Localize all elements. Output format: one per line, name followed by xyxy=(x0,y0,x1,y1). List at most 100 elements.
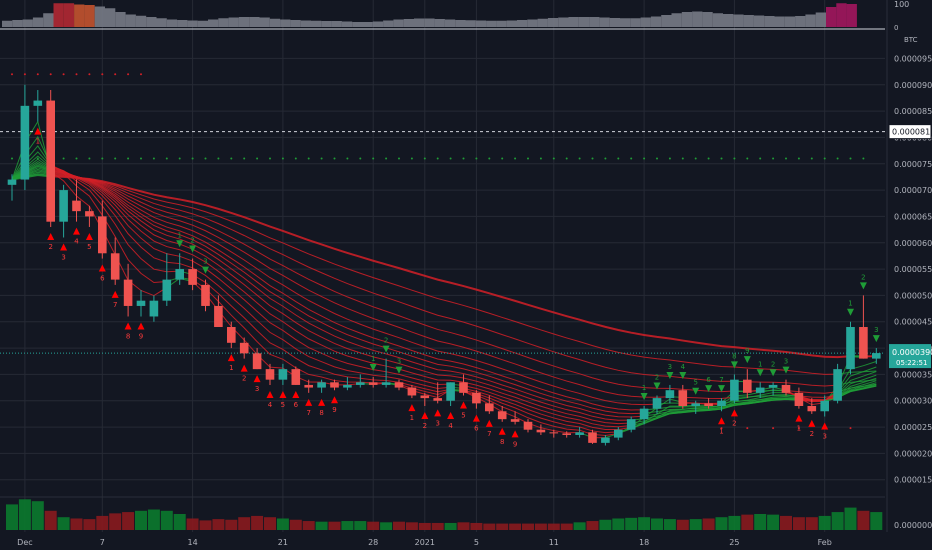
candle-body xyxy=(846,327,855,370)
candle-body xyxy=(588,432,597,443)
ribbon-line xyxy=(50,175,851,359)
indicator-bar xyxy=(599,17,610,27)
candle-body xyxy=(420,395,430,399)
time-tick-label: 11 xyxy=(549,538,559,547)
red-signal-count: 3 xyxy=(435,419,439,427)
green-arrow-down xyxy=(769,369,777,377)
time-axis[interactable]: Dec 7 14 21 28 2021 5 11 18 25 Feb xyxy=(17,538,832,547)
indicator-bar xyxy=(259,17,270,27)
red-arrow-up xyxy=(821,422,829,430)
ribbon-line xyxy=(11,151,52,180)
red-arrow-up xyxy=(124,322,132,330)
indicator-bar xyxy=(640,17,651,27)
indicator-bar xyxy=(238,17,250,27)
candle-body xyxy=(356,382,365,385)
candle-body xyxy=(446,382,455,401)
candle-body xyxy=(291,369,301,385)
red-arrow-up xyxy=(279,390,287,398)
green-arrow-down xyxy=(382,345,390,353)
indicator-bar xyxy=(681,12,693,27)
support-dot xyxy=(604,157,607,160)
ribbon-line xyxy=(463,385,632,428)
candle-body xyxy=(833,369,842,401)
volume-bar xyxy=(625,517,638,530)
price-marker-label: 0.00008110 xyxy=(892,128,932,137)
green-signal-count: 2 xyxy=(771,360,775,368)
price-axis[interactable]: 0.000095000.000090000.000085000.00008000… xyxy=(888,36,932,485)
indicator-bar xyxy=(280,19,291,27)
support-dot xyxy=(449,157,452,160)
support-dot xyxy=(36,157,39,160)
green-signal-count: 1 xyxy=(177,231,181,239)
red-signal-count: 6 xyxy=(474,425,479,433)
ribbon-line xyxy=(50,170,645,415)
volume-bar xyxy=(663,519,676,530)
indicator-bar xyxy=(702,12,713,27)
green-arrow-down xyxy=(653,382,661,390)
red-signal-count: 3 xyxy=(822,433,826,441)
time-tick-label: Dec xyxy=(17,538,32,547)
indicator-bar xyxy=(527,19,538,27)
resistance-dot xyxy=(62,73,65,76)
red-signal-count: 8 xyxy=(126,332,130,340)
green-signal-count: 2 xyxy=(861,273,865,281)
support-dot xyxy=(591,157,594,160)
support-dot xyxy=(810,157,813,160)
candle-body xyxy=(639,408,649,420)
volume-bar xyxy=(702,518,715,530)
support-dot xyxy=(539,157,542,160)
support-dot xyxy=(410,157,413,160)
volume-bar xyxy=(289,519,302,530)
indicator-bar xyxy=(692,11,703,27)
indicator-bar xyxy=(465,20,476,27)
volume-bar xyxy=(173,514,186,530)
red-arrow-up xyxy=(73,227,80,235)
volume-bar xyxy=(186,518,199,530)
volume-bar xyxy=(754,514,767,530)
time-tick-label: 21 xyxy=(278,538,288,547)
green-arrow-down xyxy=(189,245,197,253)
time-tick-label: 2021 xyxy=(415,538,435,547)
volume-bar xyxy=(483,523,496,530)
indicator-bar xyxy=(517,20,528,27)
ribbon-line xyxy=(463,390,580,434)
candle-body xyxy=(730,379,739,401)
indicator-bar xyxy=(764,16,775,27)
support-dot xyxy=(630,157,633,160)
green-arrow-down xyxy=(718,385,725,393)
indicator-bar xyxy=(311,20,322,27)
candle-body xyxy=(33,100,43,106)
price-tick-label: 0.00009500 xyxy=(894,54,932,63)
candle-body xyxy=(459,382,468,393)
support-dot xyxy=(230,157,233,160)
candle-body xyxy=(175,269,184,280)
candle-body xyxy=(239,342,249,354)
indicator-bar xyxy=(177,20,188,27)
indicator-bar xyxy=(166,19,178,27)
candle-body xyxy=(46,100,55,222)
candle-body xyxy=(85,211,94,217)
volume-bar xyxy=(509,523,522,530)
indicator-bar xyxy=(74,4,85,27)
volume-bar xyxy=(715,517,728,530)
support-dot xyxy=(823,157,826,160)
indicator-bar xyxy=(187,20,198,27)
support-dot xyxy=(140,157,142,160)
price-tick-label: 0.00001500 xyxy=(894,476,932,485)
indicator-bar xyxy=(774,16,785,27)
red-arrow-up xyxy=(408,404,416,412)
indicator-bar xyxy=(475,20,487,27)
volume-bar xyxy=(251,515,264,530)
indicator-bar xyxy=(84,5,95,27)
green-signal-count: 1 xyxy=(848,300,852,308)
indicator-bar xyxy=(506,20,517,27)
candle-body xyxy=(368,382,378,385)
support-dot xyxy=(862,157,865,160)
red-arrow-up xyxy=(808,419,816,427)
price-tick-label: 0.00005000 xyxy=(894,291,932,300)
indicator-bar xyxy=(414,18,425,27)
resistance-dot xyxy=(114,73,117,76)
